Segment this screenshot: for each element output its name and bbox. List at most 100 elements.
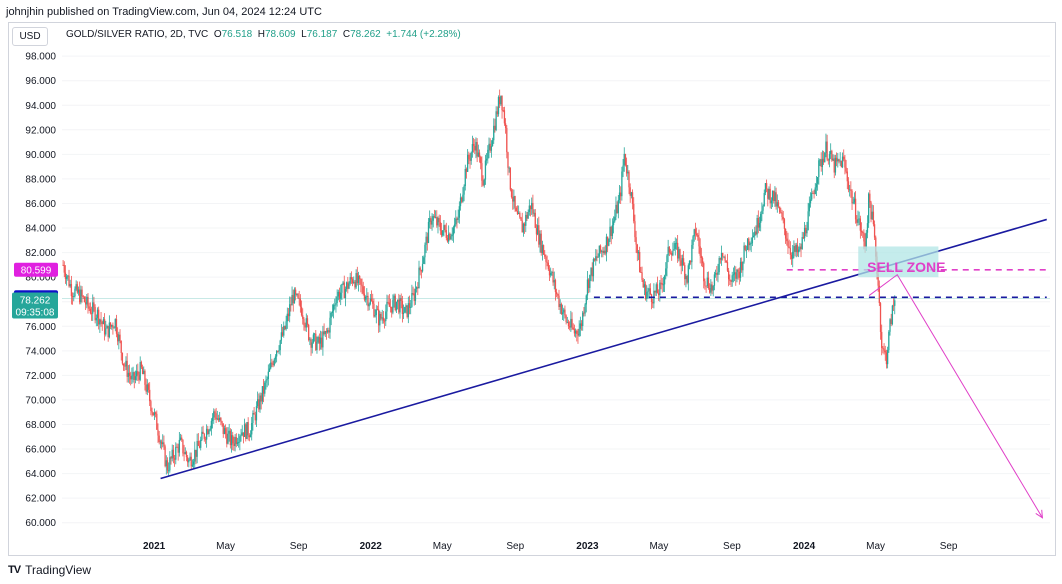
candle-body — [802, 237, 805, 239]
candle-body — [261, 386, 264, 402]
candle-body — [265, 380, 267, 383]
candle-body — [871, 211, 873, 220]
candle-body — [862, 232, 864, 234]
candle-body — [843, 156, 845, 160]
candle-body — [306, 318, 309, 325]
candle-body — [886, 350, 889, 365]
candle-body — [656, 284, 659, 294]
candle-body — [711, 284, 713, 291]
high-value: 78.609 — [265, 29, 296, 40]
candle-body — [720, 252, 723, 260]
candle-body — [293, 289, 296, 304]
candle-body — [695, 233, 698, 235]
candle-body — [169, 457, 171, 471]
candle-body — [77, 289, 80, 293]
currency-selector[interactable]: USD — [12, 27, 48, 46]
candle-body — [792, 251, 794, 259]
candle-body — [114, 318, 116, 328]
candle-body — [233, 443, 235, 446]
candle-body — [837, 159, 839, 162]
candle-body — [187, 457, 189, 463]
candle-body — [259, 395, 261, 410]
candle-body — [560, 303, 563, 314]
candle-body — [584, 304, 586, 314]
candle-body — [731, 275, 733, 282]
candle-body — [723, 256, 725, 258]
candle-body — [294, 289, 297, 295]
candle-body — [296, 294, 298, 295]
candle-body — [452, 227, 455, 235]
candle-body — [845, 167, 847, 172]
y-tick-label: 68.000 — [25, 420, 56, 431]
candle-body — [519, 212, 521, 218]
candle-body — [614, 216, 616, 222]
candle-body — [579, 323, 582, 329]
candle-body — [825, 141, 827, 153]
candle-body — [429, 218, 431, 222]
candle-body — [347, 282, 349, 289]
candle-body — [877, 274, 879, 286]
candle-body — [219, 417, 221, 421]
candle-body — [380, 313, 382, 319]
candle-body — [443, 225, 445, 231]
candle-body — [542, 245, 545, 255]
candle-body — [190, 456, 192, 467]
candle-body — [834, 157, 837, 173]
y-tick-label: 96.000 — [25, 76, 56, 87]
candle-body — [432, 216, 434, 221]
candle-body — [436, 217, 438, 226]
candle-body — [63, 265, 65, 273]
candle-body — [267, 371, 269, 380]
candle-body — [353, 281, 355, 283]
candle-body — [171, 449, 173, 459]
candle-body — [489, 143, 491, 151]
candle-body — [885, 352, 888, 365]
candle-body — [163, 442, 165, 447]
candle-body — [151, 411, 153, 413]
candle-body — [423, 257, 425, 264]
candle-body — [658, 293, 660, 296]
x-tick-label: 2022 — [360, 541, 383, 552]
candle-body — [311, 342, 313, 348]
candle-body — [475, 142, 477, 151]
candle-body — [647, 290, 649, 292]
candle-body — [741, 261, 743, 271]
y-tick-label: 76.000 — [25, 322, 56, 333]
candle-body — [541, 245, 544, 253]
candle-body — [509, 167, 512, 190]
candle-body — [713, 274, 716, 286]
candle-body — [195, 449, 197, 457]
candle-body — [883, 348, 885, 351]
candle-body — [806, 230, 808, 234]
candle-body — [137, 371, 139, 375]
candle-body — [396, 299, 399, 302]
candle-body — [84, 302, 87, 305]
candle-body — [529, 205, 532, 210]
candle-body — [389, 306, 392, 308]
candle-body — [229, 430, 232, 446]
candle-body — [612, 221, 615, 226]
candle-body — [573, 329, 576, 334]
candle-body — [153, 412, 156, 416]
symbol-title[interactable]: GOLD/SILVER RATIO, 2D, TVC — [66, 29, 209, 40]
candle-body — [340, 292, 342, 299]
candle-body — [264, 382, 266, 394]
y-tick-label: 82.000 — [25, 248, 56, 259]
candle-body — [406, 305, 408, 318]
candle-body — [386, 301, 388, 312]
last-price-tag: 78.262 — [20, 295, 51, 306]
candle-body — [525, 214, 527, 226]
candle-body — [277, 350, 279, 352]
candle-body — [152, 412, 154, 416]
candle-body — [367, 295, 369, 307]
candle-body — [779, 206, 781, 213]
candle-body — [831, 150, 833, 161]
candle-body — [826, 141, 828, 160]
candle-body — [337, 291, 339, 297]
candle-body — [214, 411, 216, 414]
candle-body — [272, 363, 274, 366]
candle-body — [742, 261, 744, 271]
candle-body — [412, 293, 414, 294]
candle-body — [62, 264, 64, 266]
